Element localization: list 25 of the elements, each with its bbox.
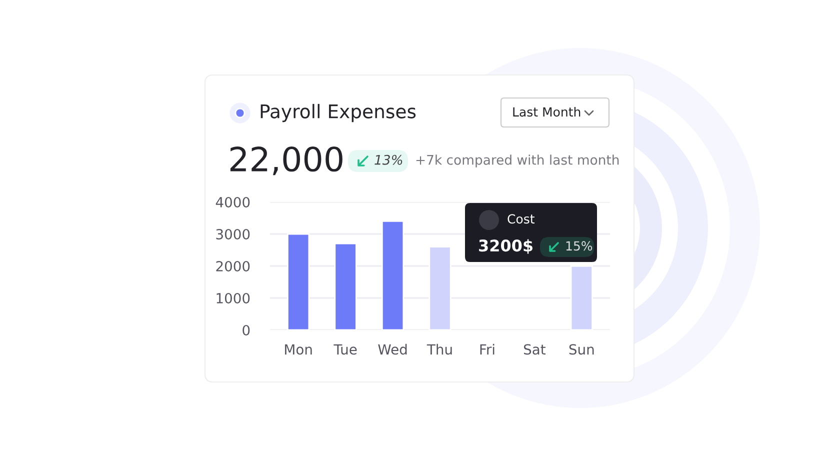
- x-tick-label: Tue: [334, 344, 357, 355]
- text: 13%: [374, 154, 402, 165]
- bar: [381, 220, 404, 330]
- bar: [287, 233, 310, 330]
- y-tick-label: 3000: [216, 228, 250, 240]
- x-tick-label: Wed: [378, 344, 407, 355]
- annotation: Cost: [508, 214, 534, 224]
- x-tick-label: Sun: [569, 344, 594, 355]
- bar: [334, 242, 357, 330]
- annotation: 15%: [566, 241, 592, 251]
- y-tick-label: 4000: [216, 196, 250, 208]
- bar: [428, 246, 452, 330]
- y-tick-label: 0: [242, 324, 250, 336]
- x-tick-label: Fri: [480, 344, 494, 354]
- annotation: 3200$: [479, 239, 532, 254]
- x-tick-label: Thu: [426, 344, 452, 355]
- text: 22,000: [230, 146, 342, 176]
- chart-title: Payroll Expenses: [260, 104, 416, 122]
- y-tick-label: 1000: [216, 292, 250, 304]
- bar: [570, 265, 593, 330]
- x-tick-label: Mon: [285, 344, 312, 355]
- text: Last Month: [513, 106, 580, 117]
- text: +7k compared with last month: [416, 154, 619, 168]
- y-tick-label: 2000: [216, 260, 250, 272]
- x-tick-label: Sat: [524, 344, 546, 355]
